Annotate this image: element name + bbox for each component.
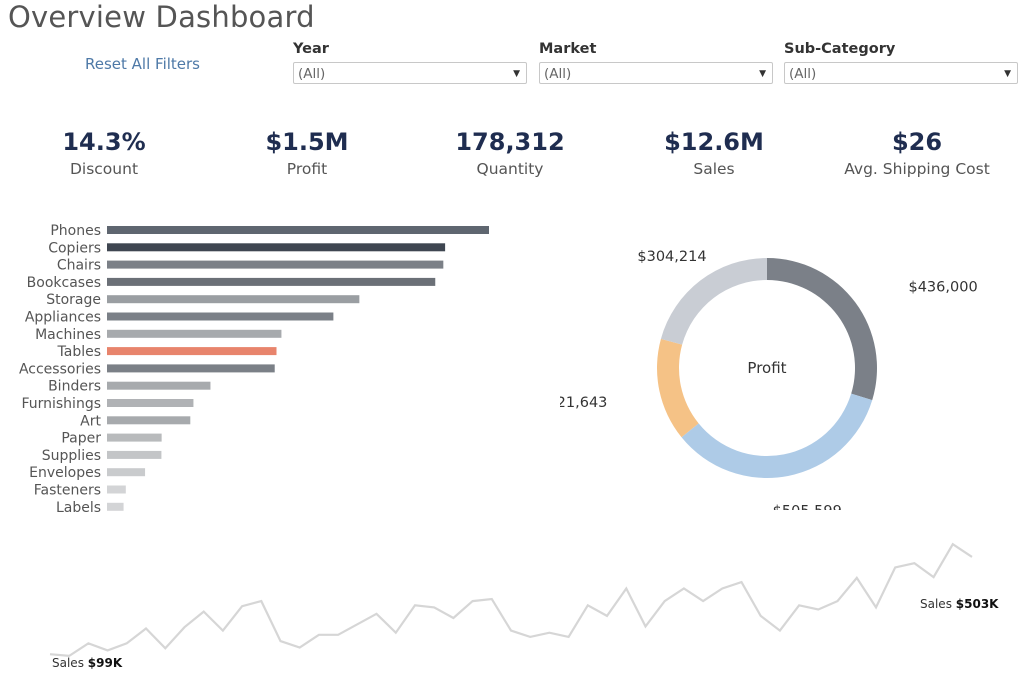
page-title: Overview Dashboard [8, 0, 315, 34]
kpi-value: $26 [891, 128, 943, 156]
bar-category-label: Bookcases [27, 275, 101, 291]
bar[interactable] [107, 329, 282, 338]
bar[interactable] [107, 312, 334, 321]
filter-market-value: (All) [544, 66, 572, 82]
bar[interactable] [107, 399, 194, 407]
filter-market-dropdown[interactable]: (All) ▼ [539, 62, 773, 84]
bar-category-label: Chairs [57, 258, 101, 274]
donut-slice[interactable] [681, 393, 873, 478]
bar[interactable] [107, 347, 277, 356]
bar-category-label: Accessories [19, 361, 101, 377]
bar-category-label: Envelopes [29, 465, 101, 481]
kpi-discount: 14.3% Discount [14, 128, 194, 178]
donut-slice-label: $304,214 [637, 249, 706, 265]
bar[interactable] [107, 433, 162, 442]
filter-year: Year (All) ▼ [293, 41, 527, 84]
filter-subcategory-value: (All) [789, 66, 817, 82]
bar-category-label: Supplies [42, 448, 101, 464]
filter-year-value: (All) [298, 66, 326, 82]
bar-category-label: Phones [50, 223, 101, 239]
bar-category-label: Storage [46, 292, 101, 308]
kpi-label: Discount [69, 160, 139, 178]
filter-subcategory-label: Sub-Category [784, 41, 896, 57]
donut-slice[interactable] [657, 338, 699, 438]
kpi-value: 14.3% [62, 128, 146, 156]
kpi-label: Quantity [476, 160, 544, 178]
kpi-value: 178,312 [455, 128, 565, 156]
bar-category-label: Appliances [25, 310, 101, 326]
bar[interactable] [107, 416, 191, 425]
donut-slice-label: $221,643 [560, 395, 607, 411]
kpi-profit: $1.5M Profit [217, 128, 397, 178]
bar[interactable] [107, 243, 446, 252]
sales-trend-line [49, 542, 973, 658]
bar[interactable] [107, 364, 275, 373]
bar-category-label: Binders [48, 379, 101, 395]
bar[interactable] [107, 260, 444, 269]
kpi-sales: $12.6M Sales [624, 128, 804, 178]
bar[interactable] [107, 277, 436, 286]
filter-market-label: Market [539, 41, 597, 57]
bar-category-label: Machines [35, 327, 101, 343]
kpi-label: Avg. Shipping Cost [844, 160, 990, 178]
dropdown-arrow-icon[interactable]: ▼ [513, 69, 520, 79]
donut-slice[interactable] [660, 258, 767, 345]
dropdown-arrow-icon[interactable]: ▼ [759, 69, 766, 79]
donut-slice[interactable] [767, 258, 877, 401]
filter-subcategory: Sub-Category (All) ▼ [784, 41, 1018, 84]
bar[interactable] [107, 502, 124, 511]
bar-category-label: Paper [61, 431, 101, 447]
bar[interactable] [107, 381, 211, 390]
sales-trend-line-chart [49, 542, 973, 658]
kpi-avg-shipping-cost: $26 Avg. Shipping Cost [827, 128, 1007, 178]
kpi-value: $1.5M [265, 128, 349, 156]
sales-end-label: Sales $503K [920, 597, 999, 611]
bar-category-label: Tables [57, 344, 102, 360]
filter-year-label: Year [293, 41, 329, 57]
filter-subcategory-dropdown[interactable]: (All) ▼ [784, 62, 1018, 84]
kpi-quantity: 178,312 Quantity [420, 128, 600, 178]
donut-slice-label: $436,000 [908, 279, 977, 295]
bar-category-label: Furnishings [21, 396, 101, 412]
filter-market: Market (All) ▼ [539, 41, 773, 84]
dropdown-arrow-icon[interactable]: ▼ [1004, 69, 1011, 79]
donut-slice-label: $505,599 [773, 504, 842, 510]
profit-donut-chart: $436,000 $505,599 $221,643 $304,214 Profit [560, 249, 978, 510]
bar[interactable] [107, 295, 360, 304]
sales-start-label: Sales $99K [52, 656, 123, 670]
bar[interactable] [107, 450, 162, 459]
kpi-label: Profit [286, 160, 328, 178]
reset-filters-link[interactable]: Reset All Filters [85, 55, 200, 73]
bar-category-label: Fasteners [34, 483, 101, 499]
bar[interactable] [107, 468, 146, 477]
donut-center-label: Profit [747, 359, 786, 377]
bar-category-label: Art [80, 413, 101, 429]
bar[interactable] [107, 226, 489, 234]
bar-category-label: Labels [56, 500, 101, 516]
kpi-label: Sales [693, 160, 735, 178]
bar-category-label: Copiers [48, 240, 101, 256]
bar[interactable] [107, 485, 126, 494]
filter-year-dropdown[interactable]: (All) ▼ [293, 62, 527, 84]
kpi-value: $12.6M [664, 128, 764, 156]
